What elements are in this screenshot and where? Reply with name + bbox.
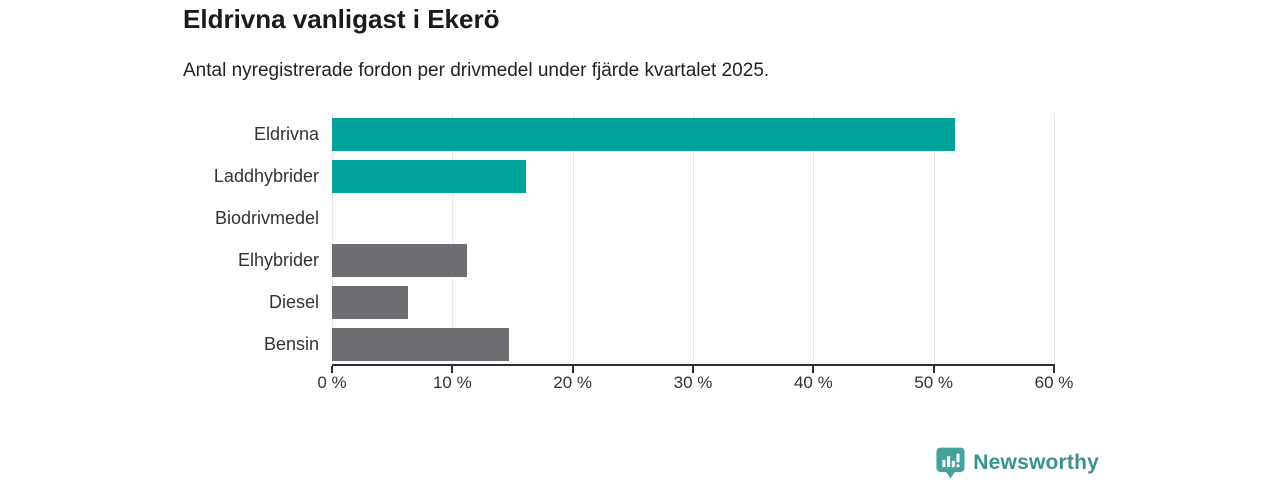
- x-tick-50: [932, 366, 935, 373]
- chart-subtitle: Antal nyregistrerade fordon per drivmede…: [183, 60, 770, 81]
- category-label-laddhybrider: Laddhybrider: [213, 166, 319, 186]
- category-label-elhybrider: Elhybrider: [237, 250, 319, 270]
- category-label-diesel: Diesel: [268, 292, 319, 312]
- category-label-biodrivmedel: Biodrivmedel: [214, 208, 319, 228]
- bar-diesel: [332, 285, 408, 319]
- x-tick-20: [571, 366, 574, 373]
- gridline-50: [933, 113, 935, 365]
- x-tick-label-10: 10 %: [432, 373, 472, 392]
- bar-chart-bubble-icon: [936, 447, 965, 479]
- gridline-10: [452, 113, 454, 365]
- page-title: Eldrivna vanligast i Ekerö: [183, 4, 500, 34]
- x-tick-label-50: 50 %: [914, 373, 954, 392]
- x-tick-label-20: 20 %: [553, 373, 593, 392]
- x-tick-label-0: 0 %: [317, 373, 347, 392]
- x-tick-10: [451, 366, 454, 373]
- gridline-40: [813, 113, 815, 365]
- x-tick-label-30: 30 %: [673, 373, 713, 392]
- gridline-0: [332, 113, 333, 365]
- x-axis-line: [332, 364, 1055, 366]
- category-label-bensin: Bensin: [263, 334, 319, 354]
- bar-bensin: [332, 327, 509, 361]
- bar-laddhybrider: [332, 159, 526, 193]
- x-axis-tick-labels: 0 % 10 % 20 % 30 % 40 % 50 % 60 %: [317, 373, 1073, 397]
- gridline-30: [693, 113, 694, 365]
- category-label-eldrivna: Eldrivna: [253, 124, 319, 144]
- gridline-60: [1054, 113, 1055, 365]
- x-tick-30: [692, 366, 694, 373]
- x-tick-40: [812, 366, 815, 373]
- gridline-20: [572, 113, 574, 365]
- category-axis-labels: Eldrivna Laddhybrider Biodrivmedel Elhybrid…: [0, 113, 319, 365]
- x-tick-60: [1053, 366, 1055, 373]
- newsworthy-logo-text: Newsworthy: [973, 451, 1099, 474]
- x-tick-label-60: 60 %: [1034, 373, 1074, 392]
- newsworthy-logo[interactable]: Newsworthy: [936, 446, 1099, 480]
- x-tick-label-40: 40 %: [793, 373, 833, 392]
- bar-eldrivna: [332, 117, 956, 151]
- plot-area: [332, 113, 1055, 365]
- bar-elhybrider: [332, 243, 467, 277]
- x-tick-0: [331, 366, 333, 373]
- x-axis-ticks: [331, 366, 1055, 374]
